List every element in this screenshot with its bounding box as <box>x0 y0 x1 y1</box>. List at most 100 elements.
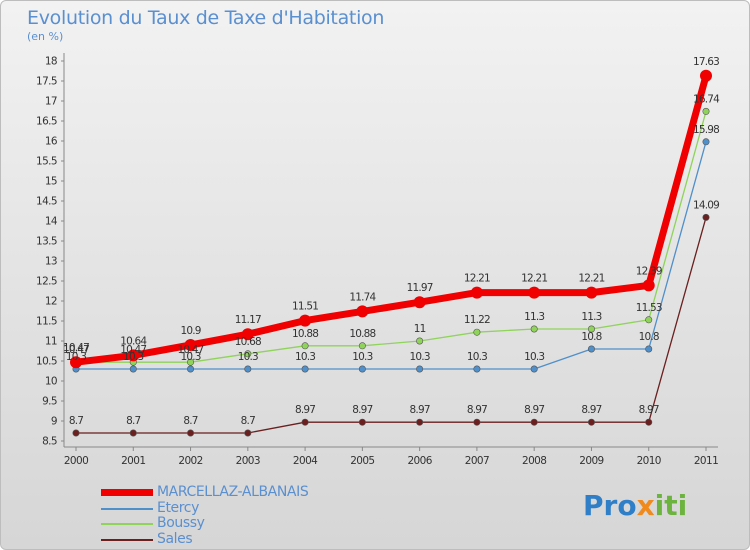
data-label-marcellaz-albanais: 11.74 <box>349 291 376 303</box>
legend-label: MARCELLAZ-ALBANAIS <box>157 484 309 500</box>
data-label-sales: 8.97 <box>581 404 601 416</box>
data-label-sales: 8.7 <box>69 415 83 427</box>
data-label-boussy: 10.68 <box>235 336 261 348</box>
data-label-etercy: 10.3 <box>410 351 430 363</box>
data-label-boussy: 10.88 <box>349 328 375 340</box>
data-point-sales <box>587 418 595 426</box>
data-point-boussy <box>645 316 653 324</box>
x-tick-label: 2011 <box>694 455 718 467</box>
legend-swatch <box>101 507 153 510</box>
data-point-etercy <box>530 365 538 373</box>
data-point-sales <box>187 429 195 437</box>
x-tick-label: 2009 <box>579 455 603 467</box>
y-tick-label: 17 <box>45 96 57 108</box>
data-point-marcellaz-albanais <box>700 69 712 82</box>
data-point-boussy <box>301 342 309 350</box>
data-label-sales: 8.97 <box>295 404 315 416</box>
x-tick-label: 2008 <box>522 455 546 467</box>
data-label-marcellaz-albanais: 10.9 <box>180 325 200 337</box>
y-tick-label: 16 <box>45 136 58 148</box>
series-line-marcellaz-albanais <box>75 74 710 366</box>
logo-part-3: iti <box>654 489 688 522</box>
data-point-boussy <box>473 328 481 336</box>
y-tick-label: 13 <box>45 256 57 268</box>
data-label-sales: 8.97 <box>352 404 372 416</box>
proxiti-logo: Proxiti <box>583 489 687 522</box>
y-tick-label: 13.5 <box>36 236 57 248</box>
legend-swatch <box>101 523 153 525</box>
data-point-sales <box>358 418 366 426</box>
data-label-etercy: 10.8 <box>639 331 659 343</box>
data-label-sales: 8.97 <box>467 404 487 416</box>
data-label-boussy: 11 <box>414 323 426 335</box>
data-labels: 8.7 8.7 8.7 8.7 8.97 8.97 8.97 8.97 8.97 8.97 8.97… <box>63 56 721 427</box>
legend-item-marcellaz-albanais: MARCELLAZ-ALBANAIS <box>101 484 401 500</box>
y-tick-label: 10 <box>45 376 57 388</box>
data-label-marcellaz-albanais: 11.17 <box>235 314 261 326</box>
data-label-boussy: 11.3 <box>524 311 544 323</box>
data-label-boussy: 10.47 <box>178 344 204 356</box>
chart-title: Evolution du Taux de Taxe d'Habitation <box>27 7 385 29</box>
data-point-boussy <box>187 358 195 366</box>
y-tick-label: 8.5 <box>42 436 57 448</box>
data-label-marcellaz-albanais: 12.21 <box>578 273 604 285</box>
data-point-etercy <box>244 365 252 373</box>
data-label-boussy: 10.47 <box>120 344 146 356</box>
data-point-sales <box>416 418 424 426</box>
data-point-marcellaz-albanais <box>470 286 483 299</box>
legend-label: Boussy <box>157 515 205 531</box>
data-point-marcellaz-albanais <box>241 328 254 341</box>
logo-part-1: Pro <box>583 489 637 522</box>
data-label-boussy: 10.88 <box>292 328 318 340</box>
x-tick-label: 2000 <box>64 455 88 467</box>
data-label-etercy: 10.3 <box>524 351 544 363</box>
data-label-boussy: 11.22 <box>464 314 490 326</box>
data-point-sales <box>645 418 653 426</box>
y-tick-label: 14 <box>45 216 58 228</box>
data-point-sales <box>530 418 538 426</box>
data-label-boussy: 11.3 <box>581 311 601 323</box>
data-point-sales <box>702 213 710 221</box>
data-point-etercy <box>187 365 195 373</box>
data-label-marcellaz-albanais: 12.21 <box>521 273 547 285</box>
data-label-boussy: 11.53 <box>636 302 662 314</box>
data-point-etercy <box>473 365 481 373</box>
legend-label: Etercy <box>157 499 199 516</box>
legend-item-sales: Sales <box>101 531 401 547</box>
legend-swatch <box>101 538 153 541</box>
data-point-sales <box>301 418 309 426</box>
x-tick-label: 2003 <box>236 455 260 467</box>
x-tick-label: 2007 <box>465 455 489 467</box>
data-point-sales <box>473 418 481 426</box>
data-label-sales: 8.97 <box>639 404 659 416</box>
data-point-sales <box>244 429 252 437</box>
data-point-boussy <box>358 342 366 350</box>
data-label-etercy: 10.3 <box>238 351 258 363</box>
data-point-marcellaz-albanais <box>413 296 426 309</box>
data-point-etercy <box>301 365 309 373</box>
data-label-etercy: 15.98 <box>693 124 719 136</box>
data-point-etercy <box>645 345 653 353</box>
x-tick-label: 2005 <box>350 455 374 467</box>
data-point-marcellaz-albanais <box>70 356 82 369</box>
y-tick-label: 11.5 <box>36 316 57 328</box>
y-unit-label: (en %) <box>27 30 64 43</box>
data-label-sales: 8.7 <box>126 415 140 427</box>
data-label-marcellaz-albanais: 10.64 <box>120 335 147 347</box>
data-label-etercy: 10.3 <box>352 351 372 363</box>
data-point-marcellaz-albanais <box>356 305 369 318</box>
y-tick-label: 12 <box>45 296 57 308</box>
data-point-boussy <box>416 337 424 345</box>
data-point-sales <box>129 429 137 437</box>
data-point-marcellaz-albanais <box>127 349 140 362</box>
data-label-marcellaz-albanais: 12.39 <box>636 265 662 277</box>
legend-swatch <box>101 489 153 496</box>
data-label-marcellaz-albanais: 10.47 <box>63 342 89 354</box>
data-point-etercy <box>702 138 710 146</box>
series-group <box>70 69 712 437</box>
data-label-sales: 8.7 <box>241 415 255 427</box>
data-label-etercy: 10.3 <box>467 351 487 363</box>
legend-item-boussy: Boussy <box>101 515 401 531</box>
